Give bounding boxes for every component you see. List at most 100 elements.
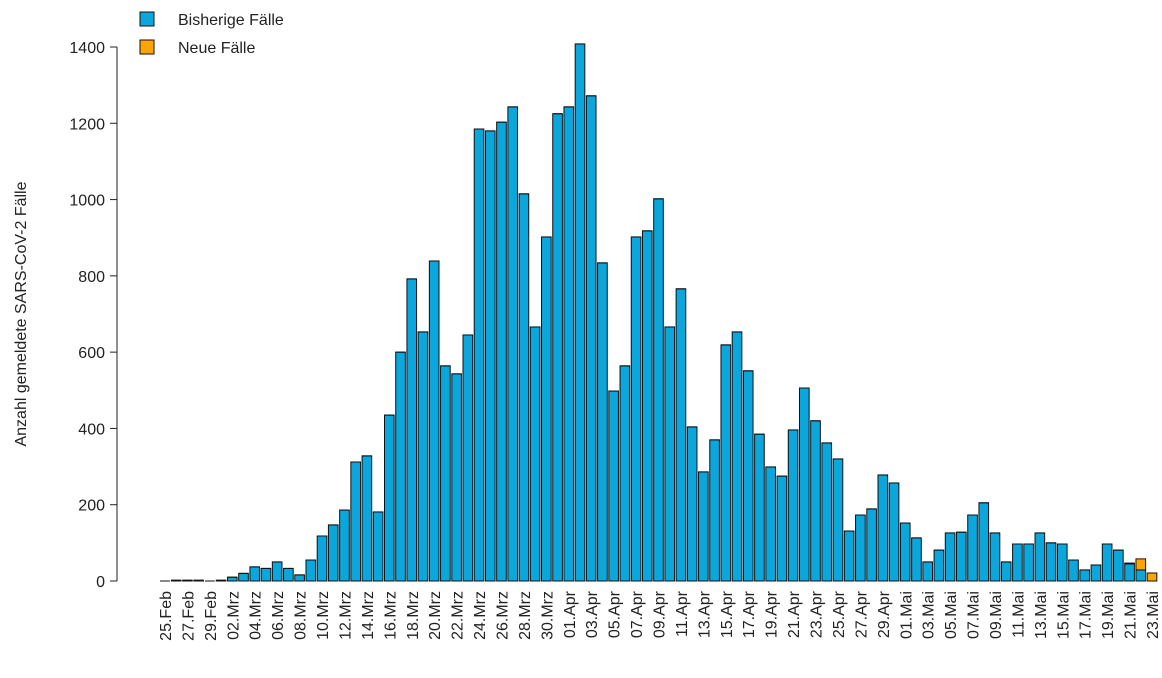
bar bbox=[294, 574, 305, 582]
bar bbox=[832, 458, 844, 582]
bar bbox=[417, 331, 429, 582]
legend-label: Neue Fälle bbox=[178, 40, 255, 57]
y-tick-label: 1200 bbox=[69, 116, 105, 133]
bar bbox=[956, 531, 967, 582]
bar bbox=[383, 414, 395, 582]
x-tick-label: 18.Mrz bbox=[405, 591, 422, 640]
x-tick-label: 01.Mai bbox=[898, 591, 915, 639]
x-tick-label: 28.Mrz bbox=[517, 591, 534, 640]
x-tick-label: 25.Feb bbox=[158, 591, 175, 641]
bar bbox=[1068, 559, 1079, 582]
bar bbox=[1113, 549, 1124, 582]
bar bbox=[316, 535, 328, 582]
bar bbox=[1090, 564, 1102, 582]
x-tick-label: 22.Mrz bbox=[450, 591, 467, 640]
bar bbox=[944, 532, 956, 582]
bar bbox=[641, 230, 653, 582]
y-tick-label: 1000 bbox=[69, 193, 105, 210]
bar bbox=[731, 331, 743, 582]
legend-swatch bbox=[139, 39, 155, 55]
bar bbox=[395, 351, 406, 582]
x-tick-label: 24.Mrz bbox=[472, 591, 489, 640]
x-tick-label: 23.Mai bbox=[1145, 591, 1162, 639]
bar bbox=[619, 365, 631, 582]
bar bbox=[810, 420, 821, 582]
y-tick-label: 400 bbox=[78, 421, 105, 438]
bar bbox=[428, 260, 440, 582]
bar bbox=[473, 128, 485, 582]
legend-swatch bbox=[139, 11, 155, 27]
x-tick-label: 04.Mrz bbox=[248, 591, 265, 640]
bar bbox=[327, 524, 339, 582]
bar bbox=[249, 566, 261, 582]
x-tick-label: 21.Apr bbox=[786, 590, 803, 638]
bar bbox=[754, 433, 765, 582]
x-tick-label: 13.Mai bbox=[1033, 591, 1050, 639]
x-tick-label: 25.Apr bbox=[831, 590, 848, 638]
bar bbox=[451, 373, 462, 582]
bar bbox=[765, 466, 776, 582]
x-tick-label: 26.Mrz bbox=[494, 591, 511, 640]
bar bbox=[507, 106, 519, 582]
bar bbox=[653, 198, 664, 582]
bar bbox=[518, 193, 530, 582]
x-tick-label: 14.Mrz bbox=[360, 591, 377, 640]
bar bbox=[698, 471, 709, 582]
bar bbox=[608, 390, 619, 582]
bar bbox=[238, 572, 249, 582]
bar bbox=[911, 537, 922, 582]
bar bbox=[1101, 543, 1113, 582]
bar bbox=[260, 567, 272, 582]
x-tick-label: 30.Mrz bbox=[539, 591, 556, 640]
y-tick-label: 600 bbox=[78, 345, 105, 362]
bar bbox=[888, 482, 900, 582]
x-tick-label: 27.Apr bbox=[853, 590, 870, 638]
x-tick-label: 20.Mrz bbox=[427, 591, 444, 640]
y-axis-title: Anzahl gemeldete SARS-CoV-2 Fälle bbox=[13, 181, 30, 446]
x-tick-label: 07.Mai bbox=[966, 591, 983, 639]
bar bbox=[798, 387, 810, 582]
x-tick-label: 23.Apr bbox=[809, 590, 826, 638]
x-tick-label: 08.Mrz bbox=[293, 591, 310, 640]
x-tick-label: 17.Apr bbox=[741, 590, 758, 638]
bar bbox=[1146, 572, 1158, 582]
bar bbox=[989, 532, 1001, 582]
bar bbox=[787, 429, 799, 582]
bar bbox=[361, 455, 373, 582]
bar bbox=[630, 236, 642, 582]
bar bbox=[305, 559, 317, 582]
bar bbox=[742, 370, 754, 582]
bar bbox=[372, 511, 384, 582]
bar bbox=[1135, 558, 1147, 571]
bar bbox=[866, 508, 877, 582]
bar bbox=[922, 561, 934, 582]
x-tick-label: 02.Mrz bbox=[225, 591, 242, 640]
bar bbox=[664, 326, 676, 582]
x-tick-label: 09.Mai bbox=[988, 591, 1005, 639]
bar bbox=[1135, 569, 1147, 582]
bar bbox=[541, 236, 552, 582]
bar bbox=[855, 514, 866, 582]
x-tick-label: 13.Apr bbox=[696, 590, 713, 638]
bar bbox=[283, 567, 294, 582]
x-tick-label: 12.Mrz bbox=[337, 591, 354, 640]
bar bbox=[350, 461, 361, 582]
x-tick-label: 10.Mrz bbox=[315, 591, 332, 640]
bar bbox=[1045, 542, 1057, 582]
bar bbox=[877, 474, 889, 582]
bar bbox=[821, 442, 833, 582]
bar bbox=[574, 43, 586, 582]
bar bbox=[1000, 561, 1012, 582]
bar bbox=[686, 426, 698, 582]
bar bbox=[585, 95, 597, 582]
x-tick-label: 15.Mai bbox=[1055, 591, 1072, 639]
bar bbox=[1079, 569, 1091, 582]
x-tick-label: 06.Mrz bbox=[270, 591, 287, 640]
x-tick-label: 15.Apr bbox=[719, 590, 736, 638]
x-tick-label: 19.Mai bbox=[1100, 591, 1117, 639]
x-tick-label: 29.Apr bbox=[876, 590, 893, 638]
bar bbox=[1023, 543, 1034, 582]
x-tick-label: 05.Apr bbox=[607, 590, 624, 638]
bar bbox=[1056, 543, 1068, 582]
